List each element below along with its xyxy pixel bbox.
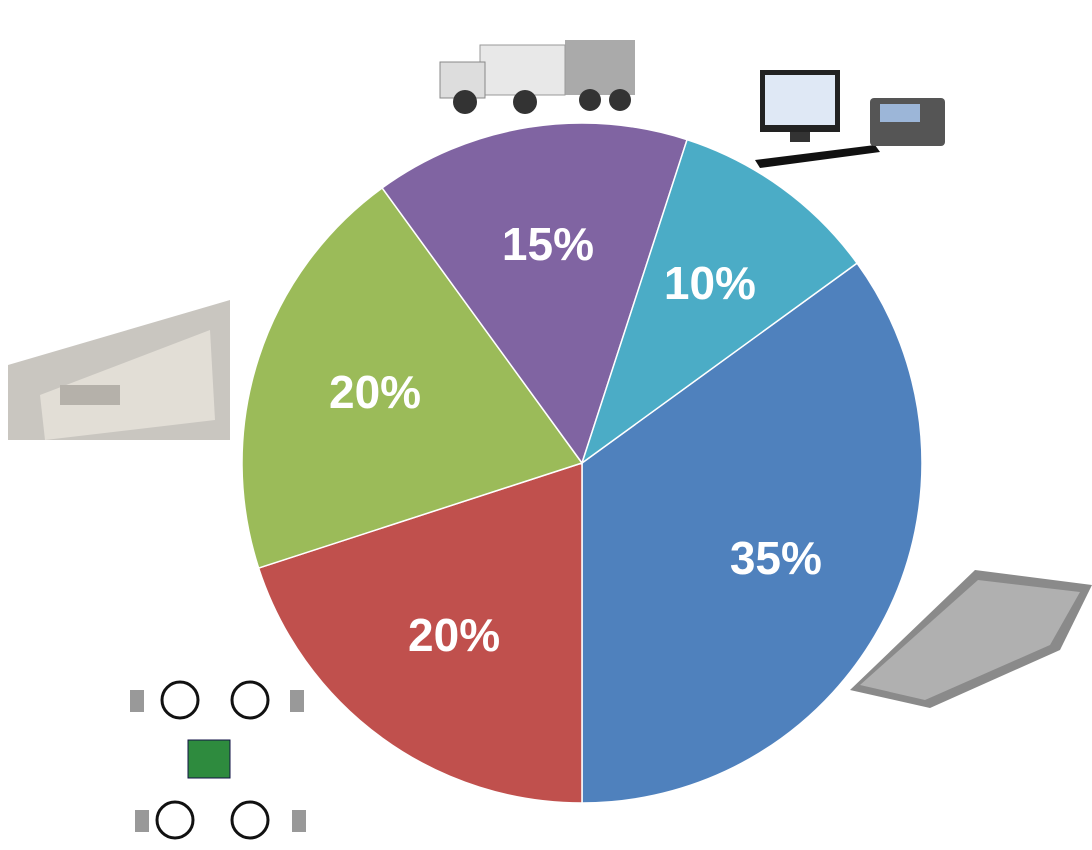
wheel	[453, 90, 477, 114]
wheel	[579, 89, 601, 111]
trailer	[565, 40, 635, 95]
load-cell	[135, 810, 149, 832]
cable	[155, 800, 195, 840]
slice-label: 20%	[329, 366, 421, 418]
terminal-screen	[880, 104, 920, 122]
pie-slice	[257, 461, 583, 804]
junction-box	[187, 739, 231, 779]
load-cells-image	[130, 680, 306, 840]
stand	[790, 132, 810, 142]
truck-image	[439, 40, 635, 114]
wheel	[513, 90, 537, 114]
cable	[160, 680, 200, 720]
load-cell	[290, 690, 304, 712]
platform-top	[860, 580, 1080, 700]
pie-slice	[580, 138, 859, 465]
wheel	[609, 89, 631, 111]
pie-slice	[581, 262, 923, 804]
illustrations	[8, 40, 1092, 840]
pit-wall	[60, 385, 120, 405]
slice-label: 15%	[502, 218, 594, 270]
slice-label: 35%	[730, 532, 822, 584]
slice-label: 10%	[664, 257, 756, 309]
platform-image	[850, 570, 1092, 708]
pit-floor	[40, 330, 215, 440]
load-cell	[292, 810, 306, 832]
pie-slice	[241, 186, 584, 570]
cable	[230, 680, 270, 720]
slice-label: 20%	[408, 609, 500, 661]
keyboard	[755, 145, 880, 168]
cable	[230, 800, 270, 840]
cab	[479, 44, 566, 96]
load-cell	[130, 690, 144, 712]
screen	[765, 75, 835, 125]
pie-slice	[381, 122, 689, 465]
computer-image	[755, 70, 945, 168]
pit-image	[8, 300, 230, 440]
